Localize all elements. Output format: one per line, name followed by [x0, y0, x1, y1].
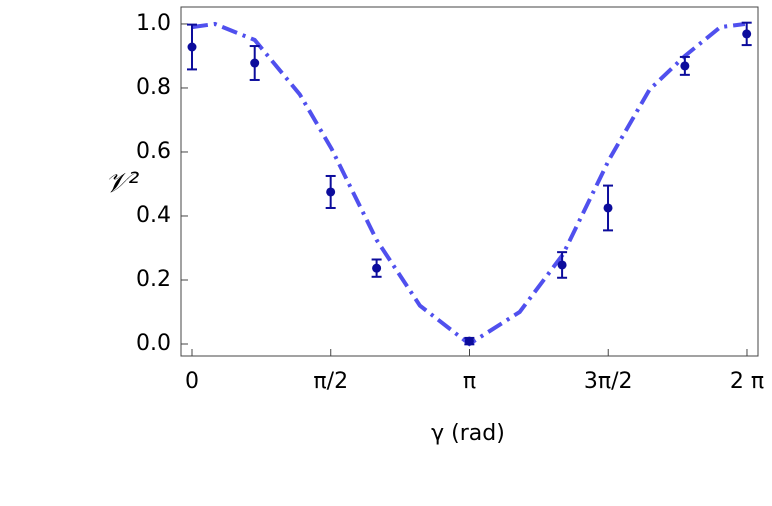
y-tick-label: 1.0: [136, 11, 171, 36]
page: γ (rad) 𝒱² 0.0 0.2 0.4 0.6 0.8 1.0 0 π/2 π 3π/2 2 …: [0, 0, 772, 506]
x-tick-label: 0: [185, 369, 199, 394]
data-point: [465, 337, 474, 346]
y-tick-label: 0.4: [136, 203, 171, 228]
data-point: [604, 203, 613, 212]
data-point: [680, 61, 689, 70]
y-axis-label: 𝒱²: [105, 166, 140, 199]
x-tick-label: 3π/2: [584, 369, 633, 394]
chart: γ (rad) 𝒱² 0.0 0.2 0.4 0.6 0.8 1.0 0 π/2 π 3π/2 2 …: [0, 0, 772, 506]
x-axis-label: γ (rad): [431, 421, 505, 446]
y-tick-label: 0.8: [136, 75, 171, 100]
x-tick-label: 2 π: [730, 369, 764, 394]
data-point: [187, 43, 196, 52]
data-point: [742, 29, 751, 38]
data-point: [372, 264, 381, 273]
data-point: [250, 59, 259, 68]
data-point: [558, 260, 567, 269]
data-point: [326, 187, 335, 196]
y-tick-label: 0.0: [136, 331, 171, 356]
y-tick-label: 0.6: [136, 139, 171, 164]
y-tick-label: 0.2: [136, 267, 171, 292]
x-tick-label: π: [463, 369, 476, 394]
x-tick-label: π/2: [313, 369, 348, 394]
plot-frame: [181, 7, 758, 356]
fit-curve: [192, 24, 745, 344]
